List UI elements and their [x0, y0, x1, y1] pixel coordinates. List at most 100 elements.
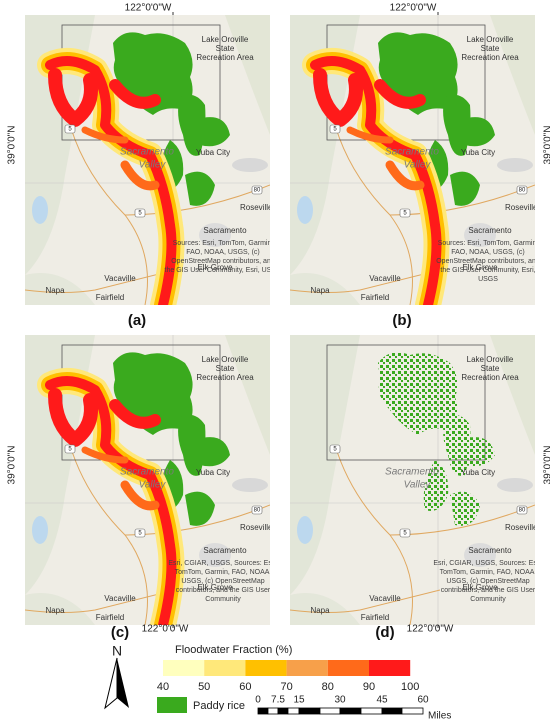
- place-label: Recreation Area: [196, 53, 254, 62]
- place-label: Sacramento: [385, 467, 439, 478]
- place-label: Napa: [310, 286, 330, 295]
- place-label: Fairfield: [96, 613, 124, 622]
- place-label: Sacramento: [468, 546, 512, 555]
- scale-label: 60: [417, 695, 429, 706]
- panel-label: (b): [392, 312, 411, 329]
- place-label: Roseville: [240, 523, 273, 532]
- attribution: FAO, NOAA, USGS, (c): [186, 249, 260, 256]
- place-label: Valley: [139, 480, 167, 491]
- color-swatch: [245, 660, 287, 676]
- highway-shield: [251, 185, 263, 195]
- panel-label: (c): [111, 624, 129, 641]
- highway-shield: [64, 124, 76, 134]
- place-label: Valley: [404, 480, 432, 491]
- scale-bar: [381, 707, 403, 715]
- attribution: Sources: Esri, TomTom, Garmin,: [173, 240, 274, 247]
- place-label: Valley: [139, 160, 167, 171]
- scale-bar: [360, 707, 383, 715]
- longitude-label: 122°0'0"W: [390, 3, 437, 14]
- panel-label: (a): [128, 312, 146, 329]
- highway-shield: [64, 444, 76, 454]
- scale-label: 45: [376, 695, 388, 706]
- place-label: Napa: [45, 606, 65, 615]
- place-label: Fairfield: [361, 613, 389, 622]
- place-label: State: [481, 364, 500, 373]
- highway-shield: [329, 444, 341, 454]
- place-label: Vacaville: [104, 594, 136, 603]
- highway-shield: [134, 208, 146, 218]
- place-label: Valley: [404, 160, 432, 171]
- colorbar-tick: 50: [198, 681, 210, 693]
- scale-bar: [287, 707, 300, 715]
- place-label: State: [216, 44, 235, 53]
- scale-label: 7.5: [271, 695, 285, 706]
- highway-shield: [516, 505, 528, 515]
- place-label: Yuba City: [196, 148, 230, 157]
- place-label: State: [481, 44, 500, 53]
- highway-label: 80: [254, 188, 261, 194]
- legend-title: Floodwater Fraction (%): [175, 644, 292, 656]
- attribution: USGS, (c) OpenStreetMap: [446, 578, 529, 585]
- place-label: Napa: [310, 606, 330, 615]
- scale-label: 0: [255, 695, 261, 706]
- place-label: Fairfield: [96, 293, 124, 302]
- paddy-swatch: [157, 697, 187, 713]
- highway-label: 5: [403, 211, 407, 217]
- attribution: FAO, NOAA, USGS, (c): [451, 249, 525, 256]
- attribution: Community: [205, 596, 241, 603]
- place-label: Roseville: [505, 203, 538, 212]
- color-swatch: [286, 660, 328, 676]
- attribution: Esri, CGIAR, USGS, Sources: Esri,: [168, 560, 277, 567]
- place-label: Elk Grove: [462, 583, 498, 592]
- place-label: Napa: [45, 286, 65, 295]
- place-label: Yuba City: [461, 148, 495, 157]
- color-swatch: [204, 660, 246, 676]
- colorbar-tick: 70: [280, 681, 292, 693]
- attribution: the GIS User Community, Esri,: [440, 267, 535, 274]
- highway-label: 5: [138, 531, 142, 537]
- longitude-label: 122°0'0"W: [407, 624, 454, 635]
- place-label: Roseville: [240, 203, 273, 212]
- place-label: State: [216, 364, 235, 373]
- place-label: Fairfield: [361, 293, 389, 302]
- highway-shield: [251, 505, 263, 515]
- highway-label: 80: [519, 188, 526, 194]
- latitude-label: 39°0'0"N: [543, 446, 550, 485]
- scale-unit: Miles: [428, 711, 451, 722]
- panel-label: (d): [375, 624, 394, 641]
- highway-shield: [329, 124, 341, 134]
- place-label: Lake Oroville: [467, 35, 514, 44]
- attribution: USGS, (c) OpenStreetMap: [181, 578, 264, 585]
- highway-label: 80: [519, 508, 526, 514]
- scale-label: 15: [293, 695, 305, 706]
- attribution: the GIS User Community, Esri, USGS: [165, 267, 282, 274]
- place-label: Sacramento: [203, 226, 247, 235]
- attribution: Sources: Esri, TomTom, Garmin,: [438, 240, 539, 247]
- place-label: Sacramento: [385, 147, 439, 158]
- place-label: Yuba City: [196, 468, 230, 477]
- place-label: Lake Oroville: [202, 35, 249, 44]
- scale-bar: [257, 707, 269, 715]
- highway-label: 5: [333, 127, 337, 133]
- attribution: contributors, and the GIS User: [441, 587, 536, 594]
- attribution: OpenStreetMap contributors, and: [436, 258, 540, 265]
- colorbar-tick: 100: [401, 681, 419, 693]
- highway-shield: [399, 528, 411, 538]
- latitude-label: 39°0'0"N: [543, 126, 550, 165]
- colorbar-tick: 80: [322, 681, 334, 693]
- highway-label: 5: [333, 447, 337, 453]
- place-label: Recreation Area: [461, 373, 519, 382]
- colorbar-tick: 40: [157, 681, 169, 693]
- highway-label: 5: [68, 447, 72, 453]
- north-arrow: [104, 657, 118, 710]
- place-label: Vacaville: [104, 274, 136, 283]
- attribution: TomTom, Garmin, FAO, NOAA,: [175, 569, 272, 576]
- place-label: Recreation Area: [196, 373, 254, 382]
- place-label: Vacaville: [369, 594, 401, 603]
- colorbar-tick: 90: [363, 681, 375, 693]
- place-label: Vacaville: [369, 274, 401, 283]
